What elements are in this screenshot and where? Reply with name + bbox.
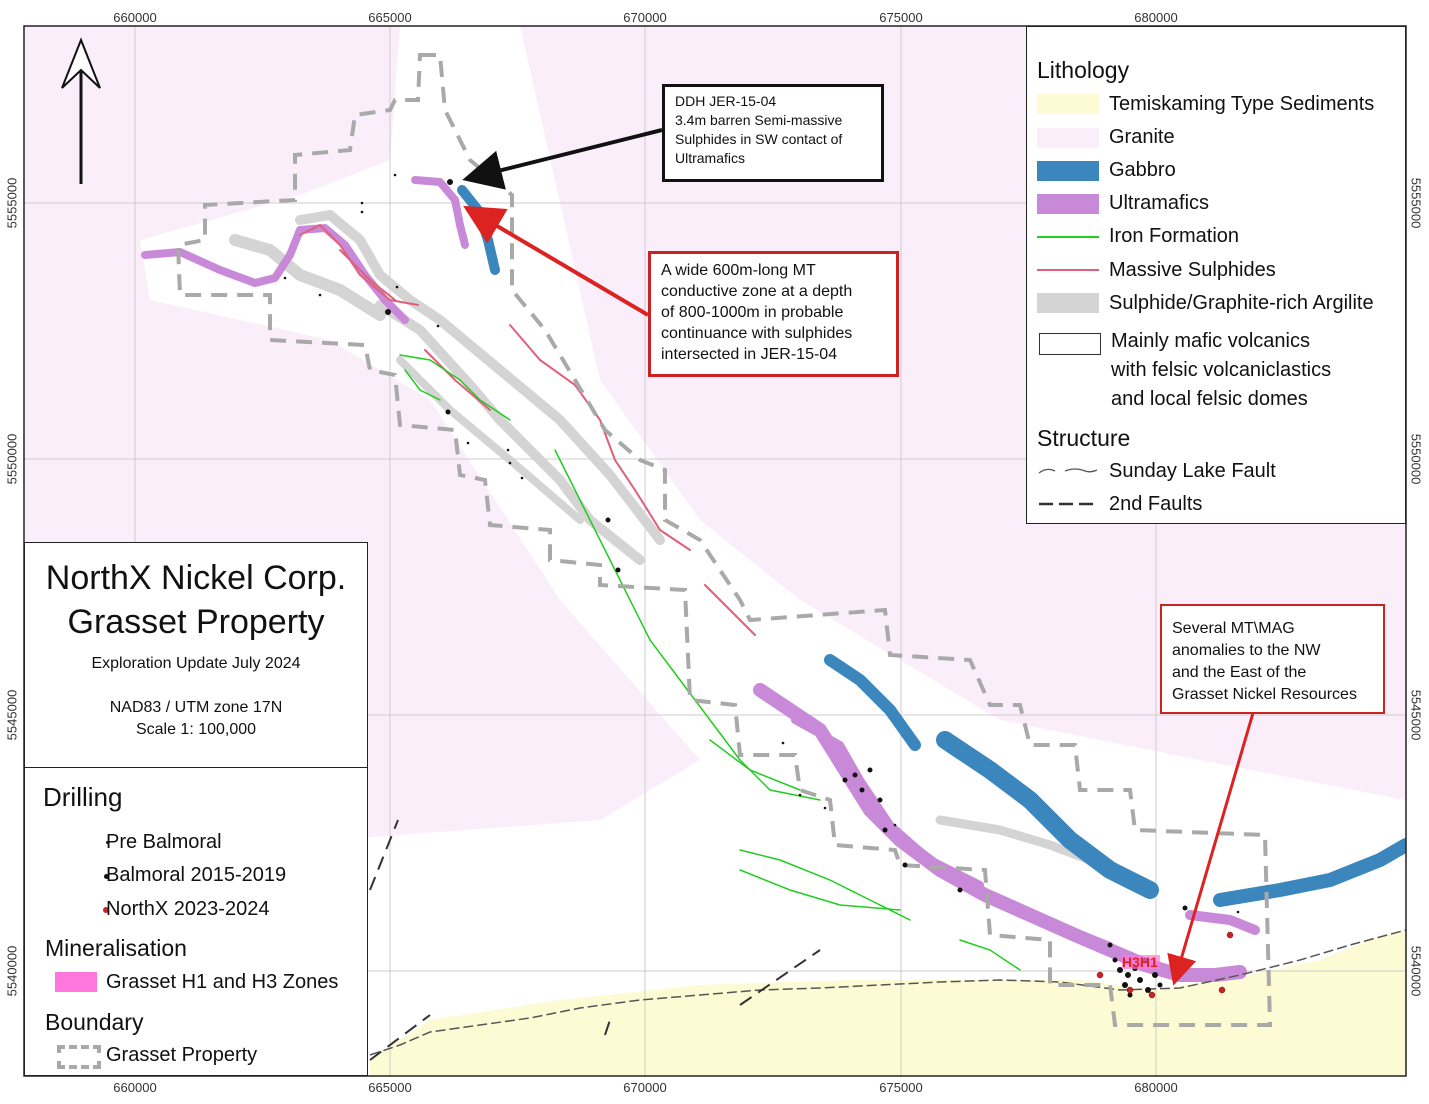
volcanics-swatch bbox=[1039, 333, 1101, 355]
northx-dot-icon bbox=[103, 907, 109, 913]
drillholes-balmoral bbox=[385, 179, 1188, 998]
argilite-swatch bbox=[1037, 293, 1099, 313]
legend-ultramafics: Ultramafics bbox=[1109, 192, 1210, 214]
legend-second-faults: 2nd Faults bbox=[1109, 493, 1203, 515]
legend-right: Lithology Temiskaming Type Sediments Gra… bbox=[1026, 26, 1406, 524]
mt-mag-callout-line-1: Several MT\MAG bbox=[1172, 620, 1295, 637]
mt-zone-callout-line-1: A wide 600m-long MT bbox=[661, 262, 816, 279]
legend-gabbro: Gabbro bbox=[1109, 159, 1176, 181]
mt-mag-callout-line-4: Grasset Nickel Resources bbox=[1172, 686, 1357, 703]
northing-label-right-1: 5555000 bbox=[1408, 177, 1424, 229]
ddh-callout-line-4: Ultramafics bbox=[675, 150, 746, 166]
legend-volcanics-line-3: and local felsic domes bbox=[1111, 388, 1308, 410]
legend-boundary: Grasset Property bbox=[106, 1044, 258, 1066]
easting-label-top-3: 670000 bbox=[623, 10, 667, 25]
pre-balmoral-dot-icon bbox=[106, 841, 109, 844]
legend-h-zones: Grasset H1 and H3 Zones bbox=[106, 971, 339, 993]
ddh-callout: DDH JER-15-04 3.4m barren Semi-massive S… bbox=[662, 84, 884, 182]
easting-label-bottom-2: 665000 bbox=[368, 1080, 412, 1095]
argilite-bands bbox=[229, 210, 1095, 865]
legend-granite: Granite bbox=[1109, 126, 1175, 148]
legend-left: Drilling Pre Balmoral Balmoral 2015-2019… bbox=[24, 767, 368, 1076]
structure-title: Structure bbox=[1037, 425, 1131, 451]
mt-zone-callout: A wide 600m-long MT conductive zone at a… bbox=[648, 251, 899, 377]
northing-label-left-1: 5555000 bbox=[4, 177, 20, 229]
iron-formation bbox=[399, 354, 1021, 971]
easting-label-bottom-1: 660000 bbox=[113, 1080, 157, 1095]
legend-volcanics-line-2: with felsic volcaniclastics bbox=[1111, 359, 1332, 381]
legend-argilite: Sulphide/Graphite-rich Argilite bbox=[1109, 292, 1374, 314]
northing-label-right-3: 5545000 bbox=[1408, 689, 1424, 741]
mt-zone-callout-line-4: continuance with sulphides bbox=[661, 325, 853, 342]
h-zones-swatch bbox=[55, 972, 97, 992]
north-arrow-icon bbox=[61, 37, 101, 184]
easting-label-top-1: 660000 bbox=[113, 10, 157, 25]
boundary-title: Boundary bbox=[45, 1009, 144, 1035]
mt-mag-callout: Several MT\MAG anomalies to the NW and t… bbox=[1160, 604, 1385, 714]
mineralisation-title: Mineralisation bbox=[45, 935, 187, 961]
mt-mag-callout-line-2: anomalies to the NW bbox=[1172, 642, 1321, 659]
easting-label-top-5: 680000 bbox=[1134, 10, 1178, 25]
northing-label-left-3: 5545000 bbox=[4, 689, 20, 741]
easting-label-bottom-5: 680000 bbox=[1134, 1080, 1178, 1095]
northing-label-left-2: 5550000 bbox=[4, 433, 20, 485]
easting-label-bottom-3: 670000 bbox=[623, 1080, 667, 1095]
easting-label-top-2: 665000 bbox=[368, 10, 412, 25]
granite-swatch bbox=[1037, 128, 1099, 148]
title-update: Exploration Update July 2024 bbox=[91, 655, 301, 672]
sunday-lake-fault-swatch bbox=[1038, 468, 1098, 474]
legend-iron-formation: Iron Formation bbox=[1109, 225, 1240, 247]
title-property: Grasset Property bbox=[67, 603, 325, 641]
mt-zone-callout-line-5: intersected in JER-15-04 bbox=[661, 346, 838, 363]
sediments-swatch bbox=[1037, 94, 1099, 114]
legend-northx: NorthX 2023-2024 bbox=[106, 898, 270, 920]
ddh-arrow bbox=[462, 128, 663, 190]
drillholes-pre-balmoral bbox=[283, 173, 1240, 914]
easting-label-top-4: 675000 bbox=[879, 10, 923, 25]
legend-balmoral: Balmoral 2015-2019 bbox=[106, 864, 287, 886]
legend-sunday-lake-fault: Sunday Lake Fault bbox=[1109, 460, 1276, 482]
title-projection: NAD83 / UTM zone 17N bbox=[109, 699, 283, 716]
boundary-swatch bbox=[57, 1045, 101, 1069]
massive-sulphides-swatch bbox=[1037, 269, 1099, 271]
legend-volcanics-line-1: Mainly mafic volcanics bbox=[1111, 330, 1310, 352]
massive-sulphides bbox=[299, 223, 756, 636]
mt-zone-arrow bbox=[463, 205, 650, 317]
northing-label-right-4: 5540000 bbox=[1408, 945, 1424, 997]
ddh-callout-line-3: Sulphides in SW contact of bbox=[675, 131, 843, 147]
balmoral-dot-icon bbox=[104, 874, 109, 879]
h-zone-label: H3H1 bbox=[1122, 954, 1158, 970]
sunday-lake-fault bbox=[369, 929, 1406, 1056]
title-block: NorthX Nickel Corp. Grasset Property Exp… bbox=[24, 542, 368, 768]
legend-sediments: Temiskaming Type Sediments bbox=[1109, 93, 1375, 115]
title-company: NorthX Nickel Corp. bbox=[45, 559, 347, 597]
legend-pre-balmoral: Pre Balmoral bbox=[106, 831, 222, 853]
mt-zone-callout-line-2: conductive zone at a depth bbox=[661, 283, 853, 300]
h-zones bbox=[1122, 955, 1160, 969]
northing-label-right-2: 5550000 bbox=[1408, 433, 1424, 485]
gabbro-swatch bbox=[1037, 161, 1099, 181]
ultramafics-swatch bbox=[1037, 194, 1099, 214]
second-faults bbox=[369, 819, 821, 1061]
property-boundary bbox=[175, 53, 1273, 1027]
mt-mag-arrow bbox=[1167, 712, 1255, 986]
second-faults-swatch bbox=[1039, 502, 1097, 506]
easting-label-bottom-4: 675000 bbox=[879, 1080, 923, 1095]
drillholes-northx bbox=[1096, 931, 1234, 999]
mt-mag-callout-line-3: and the East of the bbox=[1172, 664, 1307, 681]
volcanics-belt bbox=[24, 26, 1406, 1076]
title-scale: Scale 1: 100,000 bbox=[135, 721, 257, 738]
iron-formation-swatch bbox=[1037, 236, 1099, 238]
ddh-callout-line-2: 3.4m barren Semi-massive bbox=[675, 112, 843, 128]
legend-massive-sulphides: Massive Sulphides bbox=[1109, 259, 1276, 281]
mt-zone-callout-line-3: of 800-1000m in probable bbox=[661, 304, 844, 321]
ddh-callout-line-1: DDH JER-15-04 bbox=[675, 93, 777, 109]
sediments-area bbox=[370, 930, 1406, 1076]
lithology-title: Lithology bbox=[1037, 57, 1130, 83]
northing-label-left-4: 5540000 bbox=[4, 945, 20, 997]
drilling-title: Drilling bbox=[43, 782, 123, 812]
